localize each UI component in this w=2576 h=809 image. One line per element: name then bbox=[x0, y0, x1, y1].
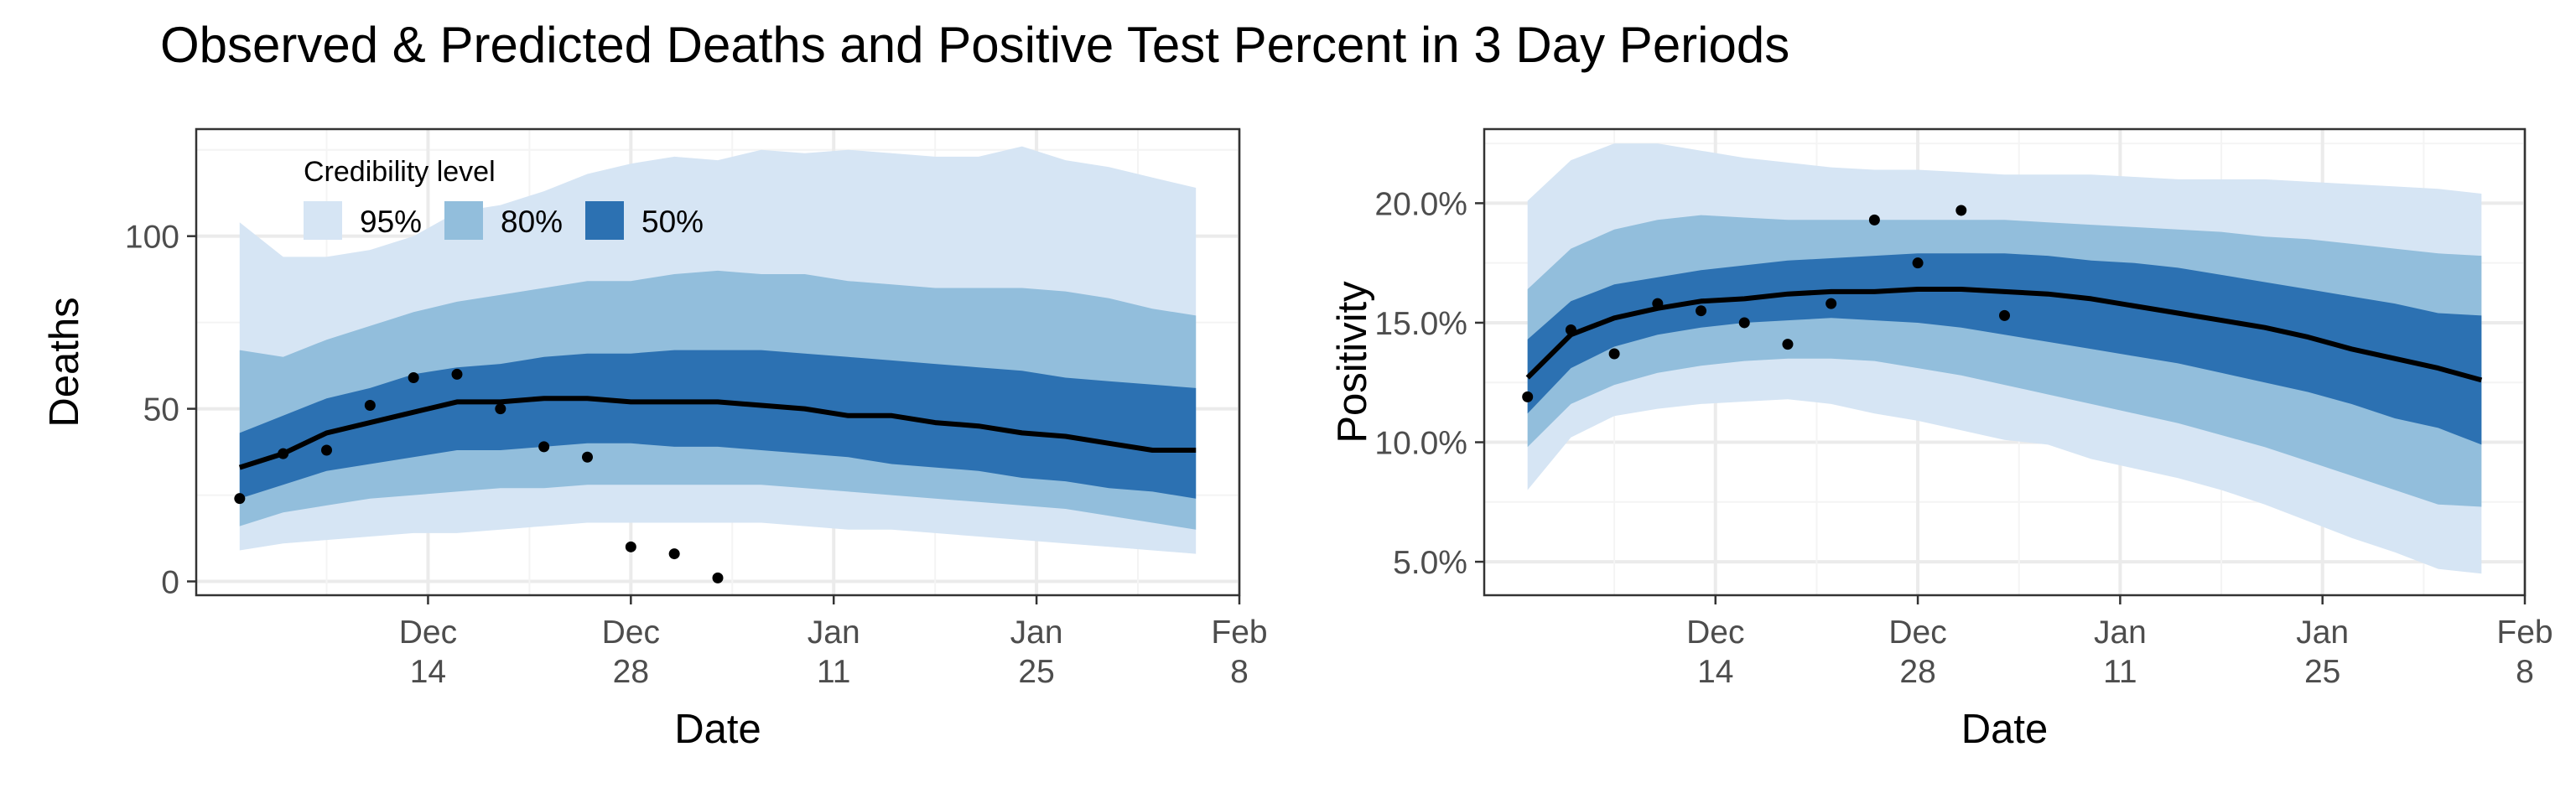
observed-point bbox=[1738, 317, 1750, 329]
legend-title: Credibility level bbox=[304, 156, 496, 188]
y-tick-label: 0 bbox=[161, 565, 179, 601]
x-tick-label-month: Feb bbox=[2496, 615, 2553, 651]
x-tick-label-day: 28 bbox=[613, 654, 649, 690]
x-tick-label-day: 14 bbox=[410, 654, 446, 690]
x-tick-label-month: Dec bbox=[602, 615, 660, 651]
x-tick-label-month: Dec bbox=[1686, 615, 1744, 651]
x-tick-label-day: 11 bbox=[2103, 654, 2137, 690]
legend-key-swatch bbox=[585, 201, 624, 240]
x-tick-label-day: 8 bbox=[2516, 654, 2534, 690]
observed-point bbox=[1999, 309, 2010, 321]
observed-point bbox=[321, 444, 332, 456]
legend-item-label: 50% bbox=[641, 205, 704, 239]
observed-point bbox=[1652, 298, 1664, 309]
band-50 bbox=[1527, 253, 2482, 445]
panel-border bbox=[1483, 127, 2527, 597]
observed-point bbox=[1826, 298, 1837, 309]
y-tick-label: 5.0% bbox=[1393, 545, 1467, 581]
observed-point bbox=[408, 372, 419, 384]
panel-2: 5.0%10.0%15.0%20.0%Dec14Dec28Jan11Jan25F… bbox=[1330, 127, 2553, 752]
x-tick-label-day: 8 bbox=[1230, 654, 1249, 690]
legend-item: 50% bbox=[585, 201, 704, 240]
y-tick-label: 100 bbox=[125, 220, 179, 256]
observed-point bbox=[1696, 305, 1707, 317]
x-tick-label-day: 28 bbox=[1899, 654, 1935, 690]
x-tick-label-month: Jan bbox=[1010, 615, 1063, 651]
observed-point bbox=[278, 448, 289, 459]
observed-point bbox=[668, 548, 680, 560]
observed-point bbox=[1565, 324, 1576, 336]
observed-point bbox=[234, 493, 246, 505]
x-tick-label-day: 25 bbox=[2304, 654, 2340, 690]
observed-point bbox=[712, 572, 724, 583]
legend: Credibility level 95% 80% 50% bbox=[304, 156, 704, 240]
y-tick-label: 20.0% bbox=[1374, 186, 1467, 222]
x-tick-label-month: Feb bbox=[1211, 615, 1267, 651]
panel-1: 050100Dec14Dec28Jan11Jan25Feb8DateDeaths… bbox=[42, 127, 1268, 752]
observed-points bbox=[234, 368, 724, 583]
observed-point bbox=[1608, 348, 1620, 360]
panel-border bbox=[195, 127, 1241, 597]
y-tick-label: 50 bbox=[143, 392, 179, 428]
y-tick-label: 15.0% bbox=[1374, 306, 1467, 342]
observed-point bbox=[451, 368, 463, 380]
observed-point bbox=[1912, 257, 1924, 269]
x-tick-label-day: 14 bbox=[1697, 654, 1733, 690]
legend-key-swatch bbox=[304, 201, 342, 240]
band-50 bbox=[239, 350, 1197, 499]
x-tick-label-month: Jan bbox=[808, 615, 860, 651]
observed-point bbox=[495, 403, 506, 415]
observed-point bbox=[625, 541, 636, 552]
legend-item-label: 95% bbox=[360, 205, 422, 239]
x-axis-title: Date bbox=[674, 707, 761, 752]
legend-key-swatch bbox=[444, 201, 483, 240]
x-tick-label-day: 25 bbox=[1018, 654, 1054, 690]
x-tick-label-month: Jan bbox=[2094, 615, 2147, 651]
x-tick-label-month: Jan bbox=[2296, 615, 2349, 651]
legend-item-label: 80% bbox=[501, 205, 563, 239]
observed-point bbox=[1868, 214, 1880, 226]
x-tick-label-day: 11 bbox=[817, 654, 851, 690]
observed-point bbox=[1522, 391, 1534, 402]
observed-point bbox=[364, 399, 376, 411]
x-tick-label-month: Dec bbox=[399, 615, 457, 651]
median-line bbox=[238, 396, 1197, 470]
median-line bbox=[1525, 287, 2483, 383]
y-axis-title: Deaths bbox=[42, 297, 87, 427]
x-tick-label-month: Dec bbox=[1888, 615, 1946, 651]
legend-item: 95% bbox=[304, 201, 422, 240]
x-axis-title: Date bbox=[1961, 707, 2049, 752]
observed-point bbox=[538, 441, 550, 453]
y-tick-label: 10.0% bbox=[1374, 426, 1467, 462]
observed-point bbox=[1782, 339, 1794, 350]
observed-point bbox=[582, 451, 593, 463]
observed-point bbox=[1955, 205, 1967, 216]
figure-title: Observed & Predicted Deaths and Positive… bbox=[160, 17, 1789, 73]
observed-points bbox=[1522, 205, 2010, 402]
legend-item: 80% bbox=[444, 201, 563, 240]
y-axis-title: Positivity bbox=[1330, 281, 1375, 443]
